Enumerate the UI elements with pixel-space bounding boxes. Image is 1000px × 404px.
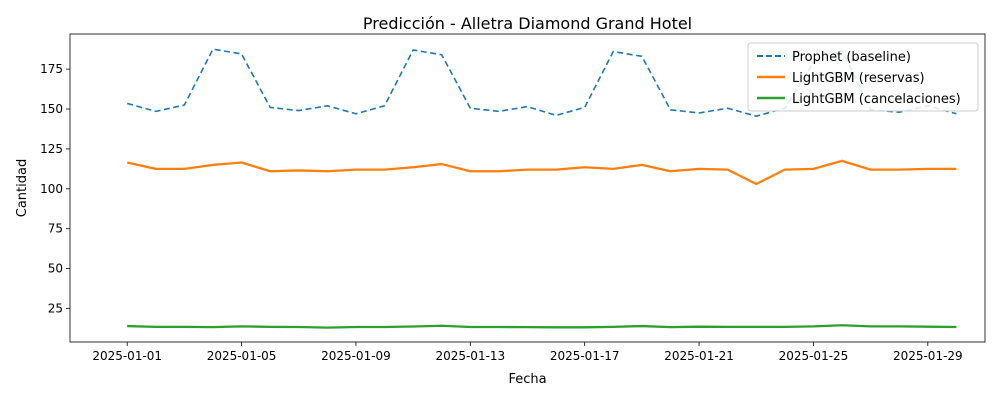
series-line-1	[126, 159, 957, 186]
chart-title: Predicción - Alletra Diamond Grand Hotel	[363, 14, 692, 33]
legend-label-prophet: Prophet (baseline)	[792, 50, 911, 65]
y-tick-label-5: 150	[40, 102, 63, 116]
legend: Prophet (baseline) LightGBM (reservas) L…	[747, 42, 979, 112]
x-tick-label-2: 2025-01-09	[321, 349, 391, 363]
x-tick-label-6: 2025-01-25	[779, 349, 849, 363]
axes-frame	[69, 33, 986, 343]
y-tick-label-0: 25	[48, 301, 63, 315]
x-axis: 2025-01-01 2025-01-05 2025-01-09 2025-01-13…	[92, 342, 963, 363]
y-tick-label-3: 100	[40, 182, 63, 196]
x-tick-label-3: 2025-01-13	[435, 349, 505, 363]
x-tick-label-0: 2025-01-01	[92, 349, 162, 363]
series-line-2	[127, 324, 957, 329]
legend-label-reservas: LightGBM (reservas)	[792, 71, 925, 86]
x-tick-label-5: 2025-01-21	[664, 349, 734, 363]
y-axis-label: Cantidad	[15, 159, 30, 217]
y-tick-label-6: 175	[40, 62, 63, 76]
x-axis-label: Fecha	[508, 372, 546, 387]
x-tick-label-7: 2025-01-29	[893, 349, 963, 363]
y-tick-label-1: 50	[48, 262, 63, 276]
legend-box	[747, 42, 979, 112]
y-axis: 25 50 75 100 125 150 175	[40, 62, 70, 315]
y-tick-label-2: 75	[48, 222, 63, 236]
legend-label-cancelaciones: LightGBM (cancelaciones)	[792, 92, 961, 107]
x-tick-label-4: 2025-01-17	[550, 349, 620, 363]
y-tick-label-4: 125	[40, 142, 63, 156]
x-tick-label-1: 2025-01-05	[207, 349, 277, 363]
